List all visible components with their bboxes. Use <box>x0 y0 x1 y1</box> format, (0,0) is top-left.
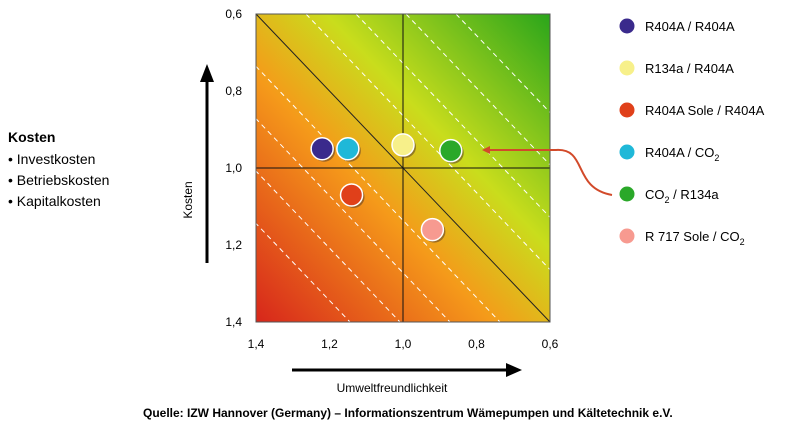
legend-label: R404A / CO2 <box>645 145 719 163</box>
side-panel-item: • Betriebskosten <box>8 172 109 188</box>
legend: R404A / R404A R134a / R404A R404A Sole / R… <box>619 18 765 247</box>
legend-marker <box>619 102 635 118</box>
plot-border <box>255 13 551 323</box>
x-tick-label: 1,4 <box>248 337 265 351</box>
y-tick-label: 0,8 <box>225 84 242 98</box>
data-point <box>420 217 445 242</box>
dashed-guide-line <box>256 118 451 322</box>
data-point <box>336 137 360 161</box>
source-note: Quelle: IZW Hannover (Germany) – Informa… <box>143 406 673 420</box>
legend-marker <box>619 60 635 76</box>
legend-label: R404A / R404A <box>645 19 735 34</box>
legend-label: R134a / R404A <box>645 61 734 76</box>
x-tick-label: 0,6 <box>542 337 559 351</box>
dashed-guide-line <box>256 170 401 322</box>
y-axis-ticks: 0,6 0,8 1,0 1,2 1,4 <box>225 7 242 329</box>
x-tick-label: 1,2 <box>321 337 338 351</box>
x-axis-arrow-head <box>506 363 522 377</box>
y-axis-arrow-head <box>200 64 214 82</box>
data-point <box>310 137 334 161</box>
y-tick-label: 1,4 <box>225 315 242 329</box>
legend-marker <box>619 18 635 34</box>
y-tick-label: 0,6 <box>225 7 242 21</box>
highlight-arrow <box>482 146 613 196</box>
x-axis-title: Umweltfreundlichkeit <box>337 381 448 395</box>
dashed-guide-line <box>256 222 351 322</box>
legend-marker <box>619 228 635 244</box>
legend-label: R 717 Sole / CO2 <box>645 229 745 247</box>
y-tick-label: 1,2 <box>225 238 242 252</box>
side-panel-item: • Investkosten <box>8 151 95 167</box>
y-tick-label: 1,0 <box>225 161 242 175</box>
legend-label: R404A Sole / R404A <box>645 103 765 118</box>
legend-marker <box>619 144 635 160</box>
dashed-guide-lines <box>256 14 550 322</box>
side-panel-item: • Kapitalkosten <box>8 193 101 209</box>
legend-label: CO2 / R134a <box>645 187 719 205</box>
side-panel-title: Kosten <box>8 129 55 145</box>
data-point <box>391 133 415 157</box>
x-axis-ticks: 1,4 1,2 1,0 0,8 0,6 <box>248 337 559 351</box>
x-tick-label: 1,0 <box>395 337 412 351</box>
y-axis-title: Kosten <box>181 181 195 218</box>
legend-marker <box>619 186 635 202</box>
data-point <box>339 183 364 207</box>
data-points <box>310 133 464 243</box>
data-point <box>439 138 463 163</box>
x-tick-label: 0,8 <box>468 337 485 351</box>
side-panel-list: • Investkosten • Betriebskosten • Kapitalk… <box>8 151 109 209</box>
dashed-guide-line <box>256 65 501 322</box>
